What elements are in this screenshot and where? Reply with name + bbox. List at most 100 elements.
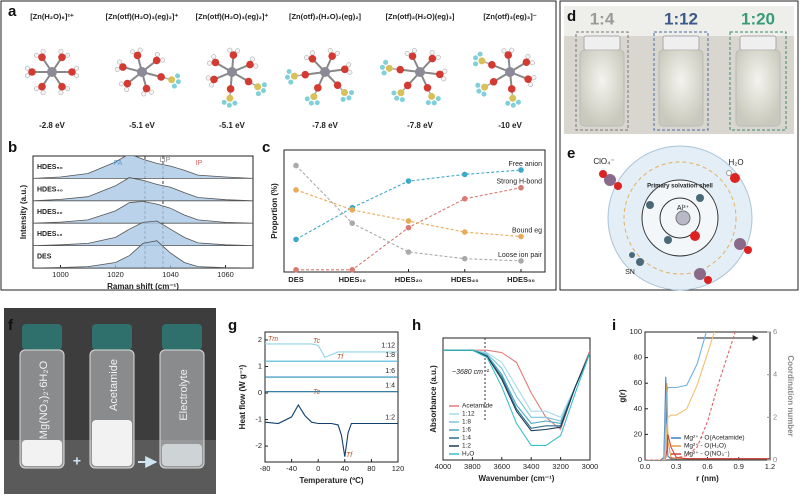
hydrogen bbox=[509, 47, 515, 53]
y-tick-label: 40 bbox=[634, 404, 642, 413]
species-label: ClO₄⁻ bbox=[593, 157, 614, 166]
data-point bbox=[349, 220, 356, 226]
hydrogen bbox=[207, 60, 212, 66]
hydrogen bbox=[304, 55, 309, 61]
x-tick-label: 40 bbox=[341, 464, 349, 473]
fluorine bbox=[473, 55, 479, 61]
x-tick-label: 3400 bbox=[523, 462, 540, 471]
y2-tick-label: 2 bbox=[773, 412, 777, 421]
sulfur bbox=[168, 76, 176, 84]
molecule bbox=[205, 47, 267, 108]
data-point bbox=[405, 249, 412, 255]
legend-label: Mg²⁺ - O(NO₃⁻) bbox=[684, 451, 730, 458]
panel-label: c bbox=[262, 139, 270, 156]
molecule bbox=[24, 48, 80, 96]
data-point bbox=[349, 266, 356, 273]
cation bbox=[675, 210, 691, 226]
fluorine bbox=[304, 96, 310, 102]
series-label: Loose ion pair bbox=[498, 252, 543, 259]
x-tick-label: 1060 bbox=[217, 270, 234, 279]
y-tick-label: 20 bbox=[634, 429, 642, 438]
vial-frame bbox=[653, 31, 709, 131]
x-tick-label: 3000 bbox=[582, 462, 599, 471]
plot-frame bbox=[283, 149, 546, 273]
sulfur bbox=[310, 93, 318, 101]
y-tick-label: -1 bbox=[255, 415, 262, 424]
inner-ring bbox=[659, 197, 701, 239]
fluorine bbox=[261, 88, 267, 94]
data-point bbox=[293, 236, 299, 243]
hydrogen bbox=[211, 54, 217, 60]
x-tick-label: 3600 bbox=[493, 462, 510, 471]
hydrogen bbox=[501, 48, 507, 54]
vial-cap bbox=[739, 35, 777, 51]
spectrum bbox=[33, 177, 253, 202]
series-label: HDES₅₀ bbox=[37, 164, 63, 171]
fluorine bbox=[394, 95, 400, 101]
series-label: Strong H-bond bbox=[496, 179, 542, 186]
annotation: Tf bbox=[337, 354, 344, 361]
fluorine bbox=[381, 70, 387, 76]
hydrogen bbox=[160, 57, 166, 63]
oxygen bbox=[246, 60, 254, 69]
legend-label: Acetamide bbox=[462, 403, 493, 410]
species-label: H₂O bbox=[728, 158, 743, 167]
fluorine bbox=[346, 95, 352, 101]
oxygen bbox=[408, 52, 417, 61]
series-line bbox=[645, 332, 707, 460]
hydrogen bbox=[65, 52, 71, 58]
fluorine bbox=[510, 102, 516, 108]
hydrogen bbox=[154, 51, 160, 57]
hydrogen bbox=[528, 82, 534, 88]
y-tick-label: 2 bbox=[258, 335, 262, 344]
x-axis-label: Wavenumber (cm⁻¹) bbox=[479, 474, 555, 483]
x-tick-label: 1000 bbox=[52, 270, 69, 279]
spectrum bbox=[33, 200, 253, 224]
spectrum bbox=[33, 240, 253, 268]
fluorine bbox=[431, 100, 437, 106]
panel-label: a bbox=[8, 3, 17, 20]
vial bbox=[735, 49, 781, 127]
annotation: Tc bbox=[313, 338, 321, 345]
vial bbox=[579, 49, 625, 127]
x-tick-label: 0.6 bbox=[702, 462, 712, 471]
oxygen bbox=[210, 75, 218, 84]
x-axis-label: Raman shift (cm⁻¹) bbox=[107, 282, 179, 291]
data-point bbox=[518, 167, 524, 173]
hydrogen bbox=[65, 86, 71, 92]
oxygen bbox=[58, 82, 66, 91]
annotation: ~3680 cm⁻¹ bbox=[452, 369, 490, 376]
oxygen bbox=[38, 82, 46, 91]
data-point bbox=[405, 224, 412, 231]
x-axis-label: r (nm) bbox=[696, 474, 719, 483]
hydrogen bbox=[114, 66, 120, 72]
panel-label: d bbox=[567, 8, 576, 25]
hydrogen bbox=[24, 73, 30, 79]
hydrogen bbox=[74, 73, 80, 79]
metal-center bbox=[415, 67, 425, 77]
data-point bbox=[518, 233, 524, 240]
fluorine bbox=[481, 91, 487, 97]
oxygen bbox=[744, 246, 752, 254]
anion bbox=[694, 268, 706, 280]
molecule bbox=[114, 47, 181, 97]
y2-axis-label: Coordination number bbox=[786, 355, 795, 436]
hydrogen bbox=[33, 86, 39, 92]
water bbox=[730, 173, 740, 183]
x-tick-label: 3800 bbox=[464, 462, 481, 471]
x-tick-label: -40 bbox=[286, 464, 297, 473]
vial-frame bbox=[729, 31, 787, 131]
x-tick-label: 80 bbox=[367, 464, 375, 473]
annotation: Tc bbox=[313, 389, 321, 396]
series-label: 1:12 bbox=[381, 343, 395, 350]
complex-formula: [Zn(otf)₂(H₂O)(eg)₃] bbox=[386, 12, 455, 21]
hydrogen bbox=[148, 89, 154, 95]
x-tick-label: 0.0 bbox=[640, 462, 650, 471]
fluorine bbox=[477, 51, 483, 57]
series-label: HDES₄₀ bbox=[37, 186, 63, 193]
secondary-shell bbox=[623, 161, 737, 275]
complex-formula: [Zn(H₂O)₆]²⁺ bbox=[30, 12, 74, 21]
data-point bbox=[293, 187, 299, 193]
shell-label: Primary solvation shell bbox=[647, 184, 713, 190]
hydrogen bbox=[74, 65, 80, 71]
